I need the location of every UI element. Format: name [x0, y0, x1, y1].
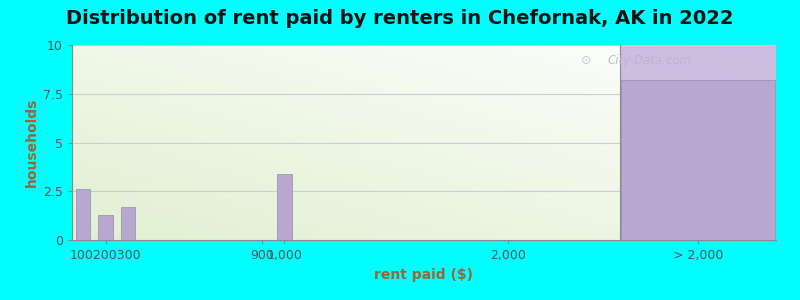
Text: ⊙: ⊙ [581, 54, 591, 67]
Bar [76, 189, 90, 240]
Text: City-Data.com: City-Data.com [607, 54, 691, 67]
Text: Distribution of rent paid by renters in Chefornak, AK in 2022: Distribution of rent paid by renters in … [66, 9, 734, 28]
Bar [98, 215, 113, 240]
Bar [277, 174, 291, 240]
Bar [619, 45, 776, 240]
Bar [621, 80, 775, 240]
Y-axis label: households: households [25, 98, 39, 187]
X-axis label: rent paid ($): rent paid ($) [374, 268, 474, 282]
Bar [121, 207, 135, 240]
